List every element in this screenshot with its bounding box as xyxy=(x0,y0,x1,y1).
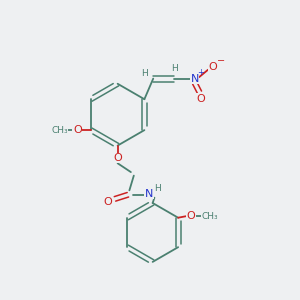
Text: H: H xyxy=(154,184,161,193)
Text: O: O xyxy=(208,61,217,71)
Text: O: O xyxy=(113,153,122,163)
Text: O: O xyxy=(73,125,82,135)
Text: N: N xyxy=(145,189,153,199)
Text: O: O xyxy=(186,211,195,221)
Text: CH₃: CH₃ xyxy=(51,126,68,135)
Text: +: + xyxy=(197,68,204,77)
Text: −: − xyxy=(217,56,225,66)
Text: H: H xyxy=(171,64,178,73)
Text: O: O xyxy=(103,197,112,207)
Text: N: N xyxy=(190,74,199,84)
Text: O: O xyxy=(196,94,205,103)
Text: CH₃: CH₃ xyxy=(202,212,218,221)
Text: H: H xyxy=(142,69,148,78)
